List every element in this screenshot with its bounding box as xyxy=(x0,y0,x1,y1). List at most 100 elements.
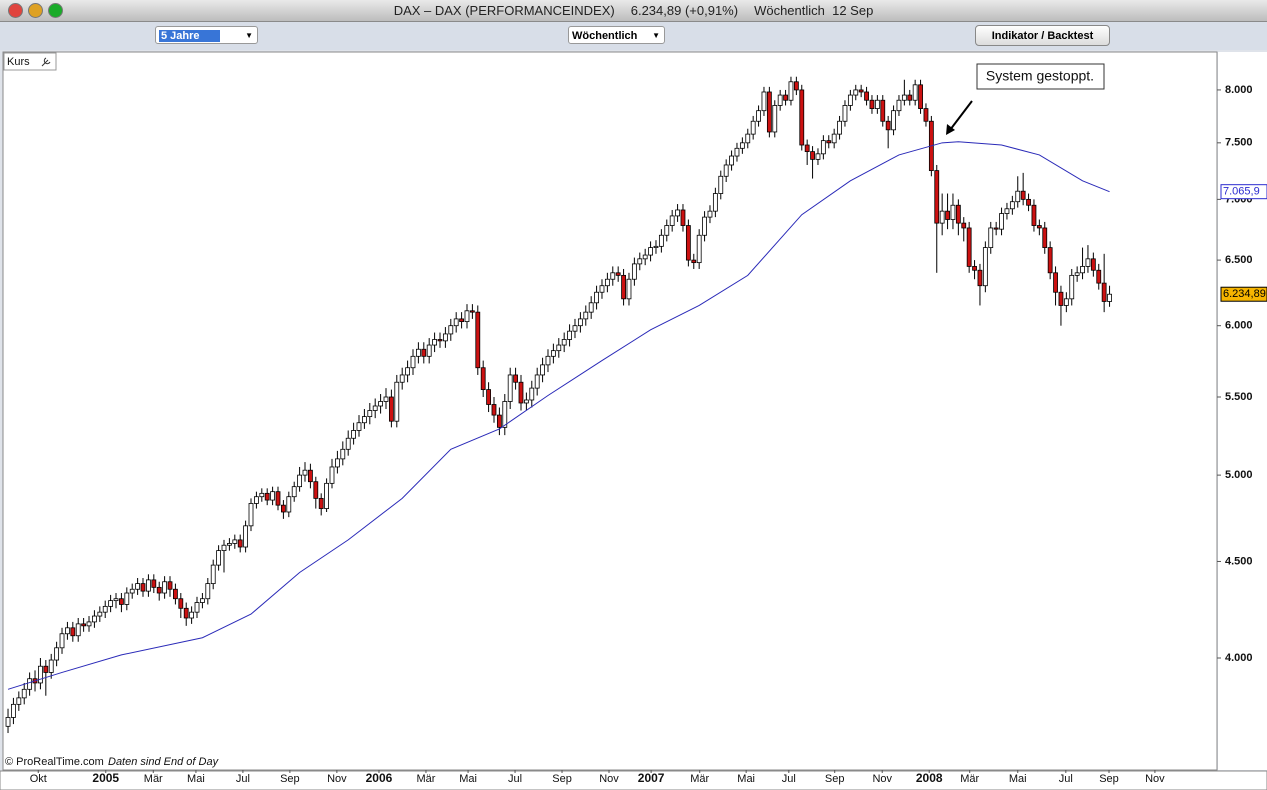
candle-body xyxy=(945,210,950,220)
candle-body xyxy=(1101,282,1107,302)
minimize-button[interactable] xyxy=(28,3,43,18)
panel-label-box[interactable] xyxy=(3,52,57,71)
candle-body xyxy=(999,213,1004,230)
candle-body xyxy=(783,94,788,101)
candle-body xyxy=(237,539,243,548)
period-select[interactable]: 5 Jahre ▼ xyxy=(155,26,258,44)
y-tick-label: 6.000 xyxy=(1225,320,1253,332)
candle-body xyxy=(469,310,475,313)
candle-body xyxy=(75,623,81,637)
candle-body xyxy=(831,133,837,144)
candle-body xyxy=(583,311,589,320)
candle-body xyxy=(156,586,162,594)
wrench-icon[interactable] xyxy=(41,57,51,67)
x-tick-label: 2005 xyxy=(92,771,119,785)
y-tick-label: 7.500 xyxy=(1225,137,1253,149)
candle-body xyxy=(918,84,923,109)
candle-body xyxy=(135,583,141,590)
candle-body xyxy=(837,120,842,135)
candle-body xyxy=(38,665,43,684)
candle-body xyxy=(739,142,745,149)
candle-body xyxy=(669,215,675,226)
candle-body xyxy=(626,278,632,300)
candle-body xyxy=(891,110,896,131)
x-tick-label: Jul xyxy=(236,773,250,785)
candle-body xyxy=(97,611,103,617)
candle-body xyxy=(1069,274,1075,300)
candle-body xyxy=(642,254,648,260)
candle-body xyxy=(858,89,864,93)
candle-body xyxy=(475,311,481,369)
candle-body xyxy=(1063,298,1069,306)
x-tick-label: Nov xyxy=(872,773,892,785)
close-button[interactable] xyxy=(8,3,23,18)
window-interval: Wöchentlich 12 Sep xyxy=(754,3,874,18)
candle-body xyxy=(561,339,567,346)
zoom-button[interactable] xyxy=(48,3,63,18)
candle-body xyxy=(324,482,330,509)
candle-body xyxy=(27,678,33,690)
candle-body xyxy=(567,330,572,340)
candle-body xyxy=(961,222,967,229)
data-note: Daten sind End of Day xyxy=(108,756,220,768)
candle-body xyxy=(92,615,97,623)
x-tick-label: Mai xyxy=(1009,773,1027,785)
candle-body xyxy=(880,99,886,122)
y-tick-label: 4.500 xyxy=(1225,555,1253,567)
candle-body xyxy=(275,491,281,506)
candle-body xyxy=(507,374,513,402)
candle-body xyxy=(842,105,848,122)
x-tick-label: 2007 xyxy=(638,771,665,785)
candle-body xyxy=(65,627,70,635)
candle-body xyxy=(826,140,832,144)
candle-body xyxy=(502,401,508,428)
candle-body xyxy=(496,414,502,428)
indicator-button[interactable]: Indikator / Backtest xyxy=(975,25,1110,46)
candle-body xyxy=(972,266,977,271)
x-tick-label: Nov xyxy=(1145,773,1165,785)
y-tick-label: 8.000 xyxy=(1225,84,1253,96)
x-tick-label: Jul xyxy=(508,773,522,785)
candle-body xyxy=(847,94,853,106)
candle-body xyxy=(113,598,119,602)
candle-body xyxy=(594,291,599,304)
candle-body xyxy=(513,374,518,383)
candle-body xyxy=(340,448,346,460)
candle-body xyxy=(734,147,740,157)
candle-body xyxy=(70,627,76,637)
candle-body xyxy=(853,89,859,96)
candle-body xyxy=(912,84,918,101)
title-bar: DAX – DAX (PERFORMANCEINDEX) 6.234,89 (+… xyxy=(0,0,1267,22)
candle-body xyxy=(550,350,556,357)
plot xyxy=(5,76,1112,734)
candle-body xyxy=(696,234,702,264)
candle-body xyxy=(394,381,400,422)
candle-body xyxy=(345,437,351,450)
candle-body xyxy=(534,374,540,389)
candle-body xyxy=(907,94,913,101)
panel-label: Kurs xyxy=(7,56,30,68)
candle-body xyxy=(756,110,761,122)
x-tick-label: 2008 xyxy=(916,771,943,785)
candle-body xyxy=(804,144,810,153)
candle-body xyxy=(410,355,416,369)
arrow-head xyxy=(946,124,955,135)
candle-body xyxy=(621,274,626,300)
candle-body xyxy=(658,234,664,247)
candle-body xyxy=(610,272,616,280)
candle-body xyxy=(405,367,410,376)
timeframe-select[interactable]: Wöchentlich ▼ xyxy=(568,26,665,44)
candle-body xyxy=(604,278,610,287)
candle-body xyxy=(399,374,405,383)
moving-average xyxy=(7,141,1110,690)
x-tick-label: Okt xyxy=(30,773,47,785)
candle-body xyxy=(48,659,54,673)
candle-body xyxy=(702,216,707,236)
candle-body xyxy=(43,665,49,673)
candle-body xyxy=(1090,258,1096,271)
candle-body xyxy=(221,544,227,552)
annotation-box xyxy=(976,63,1105,90)
candle-body xyxy=(820,140,826,155)
candle-body xyxy=(572,325,578,332)
